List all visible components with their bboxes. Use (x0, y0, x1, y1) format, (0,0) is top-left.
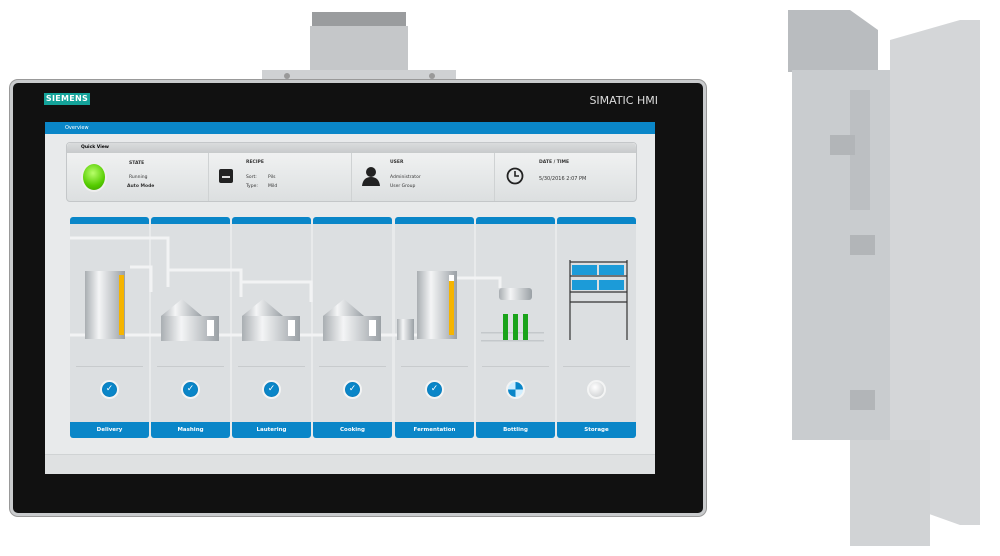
screen-title: Overview (65, 125, 89, 131)
recipe-type-value: Mild (268, 184, 278, 189)
top-mount-bracket (262, 12, 456, 82)
process-illustration (70, 236, 628, 342)
state-cell: STATE Running Auto Mode (67, 153, 209, 201)
brand-label: SIMATIC HMI (589, 94, 658, 107)
user-name: Administrator (390, 175, 421, 180)
stage-label[interactable]: Lautering (232, 422, 311, 438)
check-status-icon: ✓ (343, 380, 362, 399)
state-label: STATE (129, 161, 145, 166)
recipe-sort-value: Pils (268, 175, 276, 180)
state-status: Running (129, 175, 148, 180)
panel-side-view (788, 10, 980, 546)
hmi-screen: Overview Quick View STATE Running Auto M… (45, 122, 655, 474)
check-status-icon: ✓ (425, 380, 444, 399)
check-status-icon: ✓ (100, 380, 119, 399)
recipe-cell[interactable]: RECIPE Sort: Pils Type: Mild (210, 153, 352, 201)
datetime-label: DATE / TIME (539, 160, 570, 165)
datetime-cell: DATE / TIME 5/30/2016 2:07 PM (496, 153, 638, 201)
user-cell[interactable]: USER Administrator User Group (353, 153, 495, 201)
progress-status-icon (506, 380, 525, 399)
recipe-label: RECIPE (246, 160, 264, 165)
clock-icon (506, 167, 524, 185)
siemens-logo: SIEMENS (44, 93, 90, 105)
storage-rack (569, 260, 628, 340)
state-mode: Auto Mode (127, 184, 155, 189)
screen-title-bar: Overview (45, 122, 655, 134)
check-status-icon: ✓ (262, 380, 281, 399)
stage-label[interactable]: Storage (557, 422, 636, 438)
stage-label[interactable]: Delivery (70, 422, 149, 438)
user-group: User Group (390, 184, 416, 189)
delivery-tank (85, 271, 125, 339)
heat-exchanger (397, 319, 414, 340)
stage-label[interactable]: Mashing (151, 422, 230, 438)
stage-label[interactable]: Bottling (476, 422, 555, 438)
stage-label[interactable]: Cooking (313, 422, 392, 438)
lautering-tank (242, 299, 300, 341)
user-icon (362, 167, 380, 186)
screen-footer (45, 454, 655, 474)
stage-delivery[interactable]: ✓ Delivery (70, 217, 149, 438)
recipe-sort-label: Sort: (246, 175, 257, 180)
fermentation-tank (417, 271, 457, 339)
datetime-value: 5/30/2016 2:07 PM (539, 176, 587, 182)
state-indicator-icon (81, 162, 107, 192)
recipe-type-label: Type: (246, 184, 258, 189)
idle-status-icon (587, 380, 606, 399)
cooking-tank (323, 299, 381, 341)
mashing-tank (161, 299, 219, 341)
check-status-icon: ✓ (181, 380, 200, 399)
file-cabinet-icon (219, 169, 233, 183)
bottling-machine (481, 288, 544, 342)
quick-view-title: Quick View (67, 143, 636, 153)
quick-view-panel: Quick View STATE Running Auto Mode RECIP… (66, 142, 637, 202)
user-label: USER (390, 160, 404, 165)
stage-label[interactable]: Fermentation (395, 422, 474, 438)
